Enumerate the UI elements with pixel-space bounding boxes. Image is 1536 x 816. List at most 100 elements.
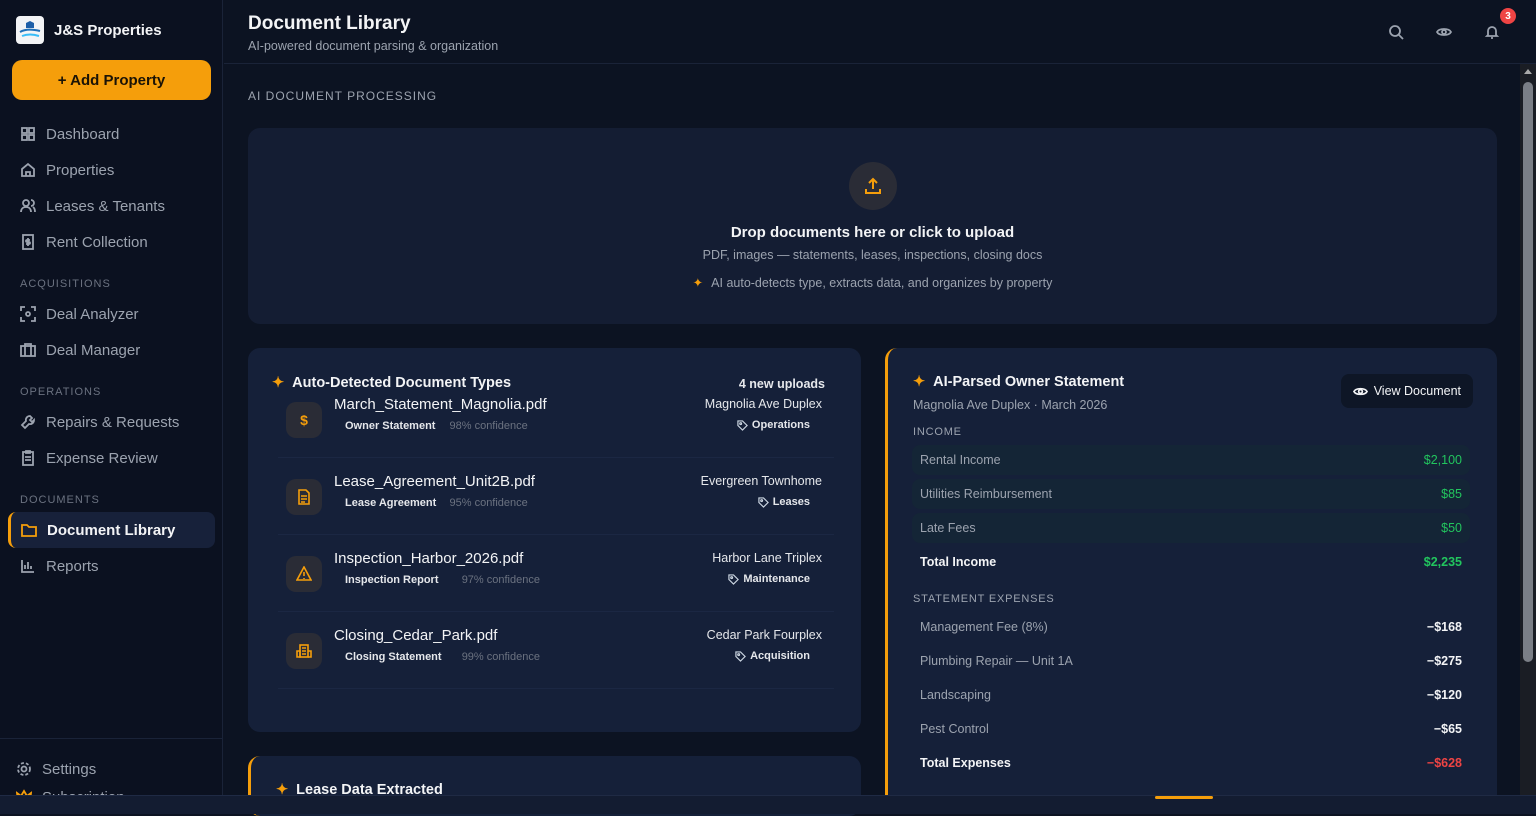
upload-count: 4 new uploads xyxy=(738,377,825,391)
nav-section-operations: OPERATIONS xyxy=(20,386,102,398)
income-label: INCOME xyxy=(913,426,962,438)
row-label: Late Fees xyxy=(920,521,976,535)
document-name: Lease_Agreement_Unit2B.pdf xyxy=(334,473,535,490)
sidebar-item-label: Settings xyxy=(42,760,97,778)
notifications-button[interactable] xyxy=(1484,24,1502,42)
tag-icon xyxy=(758,496,769,508)
eye-icon xyxy=(1435,28,1453,36)
category-label: Operations xyxy=(751,419,810,431)
bottom-bar xyxy=(0,795,1536,814)
scroll-up-arrow-icon[interactable] xyxy=(1524,69,1532,74)
page-header: Document Library AI-powered document par… xyxy=(224,0,1536,64)
category-label: Maintenance xyxy=(743,573,810,585)
sidebar-item-properties[interactable]: Properties xyxy=(8,152,215,188)
income-row: Late Fees $50 xyxy=(912,513,1470,543)
document-type-badge: Owner Statement xyxy=(345,420,436,432)
document-type-badge: Inspection Report xyxy=(345,574,439,586)
scrollbar-thumb[interactable] xyxy=(1523,82,1533,662)
sidebar-item-label: Rent Collection xyxy=(46,233,148,251)
row-label: Total Expenses xyxy=(920,756,1011,770)
row-label: Management Fee (8%) xyxy=(920,620,1048,634)
row-value: −$628 xyxy=(1426,756,1462,770)
category-tag: Leases xyxy=(758,496,810,508)
row-value: $85 xyxy=(1441,487,1462,501)
sidebar-item-expense-review[interactable]: Expense Review xyxy=(8,440,215,476)
grid-icon xyxy=(21,127,35,141)
row-label: Rental Income xyxy=(920,453,1001,467)
briefcase-icon xyxy=(20,343,36,357)
property-name: Evergreen Townhome xyxy=(700,474,822,488)
document-item[interactable]: Lease_Agreement_Unit2B.pdf Lease Agreeme… xyxy=(278,469,834,535)
owner-statement-card: ✦ AI-Parsed Owner Statement Magnolia Ave … xyxy=(885,348,1497,808)
sidebar-item-label: Deal Analyzer xyxy=(46,305,139,323)
eye-icon xyxy=(1352,387,1368,395)
sidebar-item-repairs[interactable]: Repairs & Requests xyxy=(8,404,215,440)
nav-section-acquisitions: ACQUISITIONS xyxy=(20,278,111,290)
sidebar-item-settings[interactable]: Settings xyxy=(16,755,223,783)
card-title: AI-Parsed Owner Statement xyxy=(933,374,1125,390)
nav-section-documents: DOCUMENTS xyxy=(20,494,100,506)
sidebar-item-label: Document Library xyxy=(47,521,176,539)
upload-icon xyxy=(848,162,897,210)
row-label: Plumbing Repair — Unit 1A xyxy=(920,654,1073,668)
category-label: Acquisition xyxy=(750,650,810,662)
add-property-button[interactable]: + Add Property xyxy=(12,60,211,100)
scrollbar[interactable] xyxy=(1520,64,1536,795)
sparkle-icon: ✦ xyxy=(272,375,285,391)
income-row: Utilities Reimbursement $85 xyxy=(912,479,1470,509)
detected-types-card: ✦ Auto-Detected Document Types 4 new uplo… xyxy=(248,348,861,732)
page-title: Document Library xyxy=(248,13,411,34)
sidebar-item-document-library[interactable]: Document Library xyxy=(8,512,215,548)
row-label: Landscaping xyxy=(920,688,991,702)
sidebar-item-rent-collection[interactable]: Rent Collection xyxy=(8,224,215,260)
row-value: $2,100 xyxy=(1423,453,1462,467)
notification-badge: 3 xyxy=(1500,8,1516,24)
sparkle-icon: ✦ xyxy=(913,374,926,390)
receipt-icon xyxy=(22,234,34,250)
document-item[interactable]: Inspection_Harbor_2026.pdf Inspection Re… xyxy=(278,546,834,612)
brand[interactable]: J&S Properties xyxy=(16,16,162,44)
sparkle-icon: ✦ xyxy=(276,782,289,798)
total-expenses-row: Total Expenses −$628 xyxy=(912,748,1470,778)
expense-row: Landscaping −$120 xyxy=(912,680,1470,710)
confidence: 97% confidence xyxy=(461,574,540,586)
sidebar-item-reports[interactable]: Reports xyxy=(8,548,215,584)
row-label: Total Income xyxy=(920,555,997,569)
property-name: Harbor Lane Triplex xyxy=(712,551,822,565)
view-document-button[interactable]: View Document xyxy=(1340,374,1473,408)
preview-button[interactable] xyxy=(1435,24,1454,42)
tag-icon xyxy=(737,419,748,431)
row-label: Utilities Reimbursement xyxy=(920,487,1052,501)
dollar-icon: $ xyxy=(300,412,308,428)
doc-type-icon-box xyxy=(286,633,322,669)
wrench-icon xyxy=(20,415,35,430)
confidence: 98% confidence xyxy=(449,420,528,432)
logo xyxy=(16,16,44,44)
sidebar-item-deal-manager[interactable]: Deal Manager xyxy=(8,332,215,368)
row-label: Pest Control xyxy=(920,722,989,736)
document-item[interactable]: Closing_Cedar_Park.pdf Closing Statement… xyxy=(278,623,834,689)
document-item[interactable]: $ March_Statement_Magnolia.pdf Owner Sta… xyxy=(278,392,834,458)
upload-dropzone[interactable]: Drop documents here or click to upload P… xyxy=(248,128,1497,324)
search-button[interactable] xyxy=(1388,24,1406,42)
row-value: −$65 xyxy=(1433,722,1462,736)
tag-icon xyxy=(728,573,740,585)
expense-row: Pest Control −$65 xyxy=(912,714,1470,744)
row-value: −$120 xyxy=(1426,688,1462,702)
category-tag: Acquisition xyxy=(735,650,810,662)
scan-icon xyxy=(20,306,36,322)
document-name: Inspection_Harbor_2026.pdf xyxy=(334,550,524,567)
upload-title: Drop documents here or click to upload xyxy=(730,224,1015,241)
sidebar-item-dashboard[interactable]: Dashboard xyxy=(8,116,215,152)
sidebar: J&S Properties + Add Property Dashboard … xyxy=(0,0,223,806)
svg-text:$: $ xyxy=(300,412,308,428)
document-name: March_Statement_Magnolia.pdf xyxy=(334,396,547,413)
sidebar-item-deal-analyzer[interactable]: Deal Analyzer xyxy=(8,296,215,332)
upload-subtitle: PDF, images — statements, leases, inspec… xyxy=(702,248,1043,262)
home-icon xyxy=(21,162,35,177)
doc-type-icon-box: $ xyxy=(286,402,322,438)
total-income-row: Total Income $2,235 xyxy=(912,547,1470,577)
bell-icon xyxy=(1484,26,1500,39)
sidebar-item-label: Dashboard xyxy=(46,125,120,143)
sidebar-item-leases-tenants[interactable]: Leases & Tenants xyxy=(8,188,215,224)
